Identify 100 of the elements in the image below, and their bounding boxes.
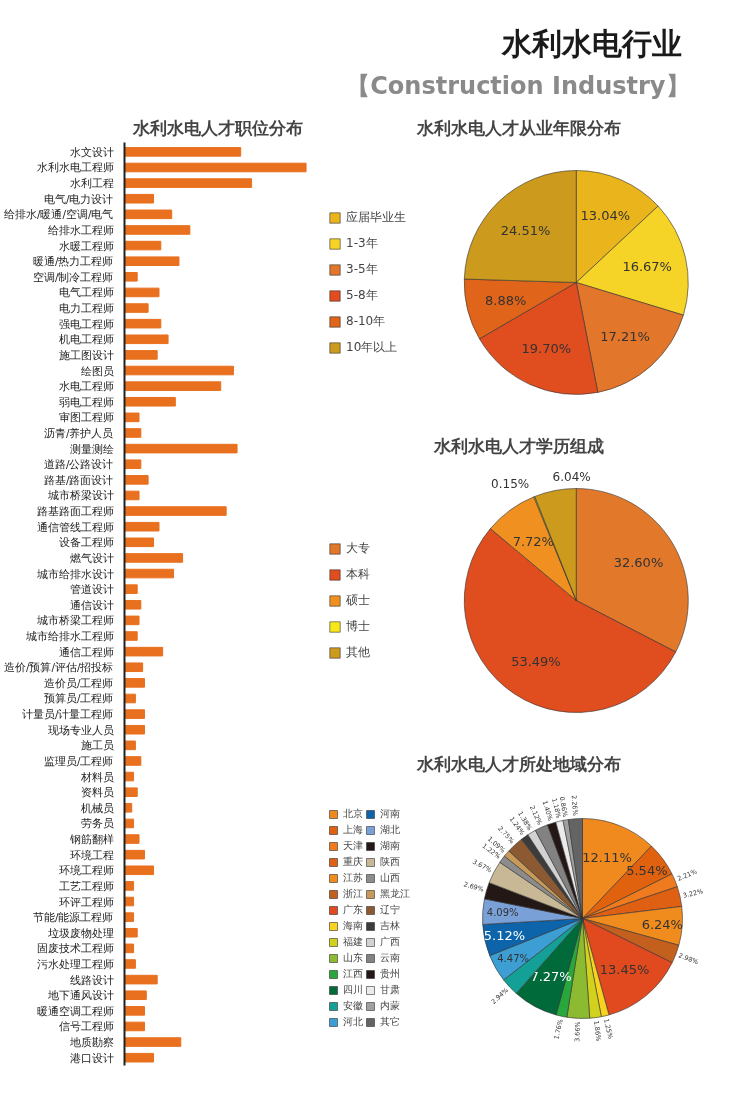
legend-label: 本科 xyxy=(346,565,370,583)
text: 【Construction Industry】 xyxy=(346,71,690,100)
y-tick-label: 环评工程师 xyxy=(58,895,114,908)
legend-label: 其他 xyxy=(346,643,370,661)
data-label: 4.09% xyxy=(486,907,519,919)
legend-label: 陕西 xyxy=(380,855,400,869)
y-tick-label: 固废技术工程师 xyxy=(36,942,114,955)
legend-label: 甘肃 xyxy=(380,983,400,997)
y-tick-label: 电气/电力设计 xyxy=(43,192,114,205)
data-label: 5.12% xyxy=(483,928,526,944)
legend-label: 江苏 xyxy=(343,871,363,885)
y-tick-label: 垃圾废物处理 xyxy=(46,926,114,939)
y-tick-label: 通信工程师 xyxy=(58,645,114,658)
legend-label: 硕士 xyxy=(346,591,370,609)
y-tick-label: 环境工程 xyxy=(69,848,114,861)
y-tick-label: 设备工程师 xyxy=(58,536,114,549)
y-tick-label: 路基/路面设计 xyxy=(43,473,114,486)
legend-label: 福建 xyxy=(343,935,363,949)
legend-label: 1-3年 xyxy=(346,234,378,252)
y-tick-label: 计量员/计量工程师 xyxy=(21,708,114,721)
data-label: 7.72% xyxy=(512,534,554,550)
legend-label: 大专 xyxy=(346,539,370,557)
legend-label: 云南 xyxy=(380,951,400,965)
y-tick-label: 造价员/工程师 xyxy=(43,676,114,689)
y-tick-label: 城市桥梁工程师 xyxy=(35,614,114,627)
y-tick-label: 暖通空调工程师 xyxy=(36,1004,114,1017)
data-label: 7.27% xyxy=(530,969,572,985)
y-tick-label: 造价/预算/评估/招投标 xyxy=(3,661,114,674)
data-label: 13.04% xyxy=(580,208,631,224)
y-tick-label: 水电工程师 xyxy=(58,380,114,393)
legend-label: 湖北 xyxy=(380,823,400,837)
text: 水利水电行业 xyxy=(501,26,683,61)
legend-label: 博士 xyxy=(346,617,370,635)
y-tick-label: 强电工程师 xyxy=(58,317,114,330)
legend-label: 安徽 xyxy=(343,999,363,1013)
y-tick-label: 水暖工程师 xyxy=(58,239,114,252)
legend-label: 四川 xyxy=(343,983,363,997)
y-tick-label: 节能/能源工程师 xyxy=(32,911,114,924)
y-tick-label: 施工员 xyxy=(80,739,114,752)
legend-label: 山东 xyxy=(343,951,363,965)
y-tick-label: 城市给排水工程师 xyxy=(24,630,114,643)
data-label: 17.21% xyxy=(600,329,650,345)
y-tick-label: 通信设计 xyxy=(69,598,114,611)
y-tick-label: 环境工程师 xyxy=(58,864,114,877)
legend-label: 山西 xyxy=(380,871,400,885)
legend-label: 上海 xyxy=(343,823,363,837)
y-tick-label: 燃气设计 xyxy=(69,551,114,564)
y-tick-label: 地下通风设计 xyxy=(46,989,114,1002)
y-tick-label: 钢筋翻样 xyxy=(68,833,114,846)
chart-title: 水利水电人才从业年限分布 xyxy=(415,117,621,138)
data-label: 4.47% xyxy=(497,952,530,964)
legend-label: 北京 xyxy=(343,807,363,821)
data-label: 5.54% xyxy=(626,863,668,879)
y-tick-label: 测量测绘 xyxy=(69,442,114,455)
y-tick-label: 材料员 xyxy=(79,770,114,783)
legend-label: 江西 xyxy=(343,967,363,981)
y-tick-label: 给排水/暖通/空调/电气 xyxy=(3,208,114,221)
y-tick-label: 暖通/热力工程师 xyxy=(32,255,114,268)
legend-label: 浙江 xyxy=(343,887,363,901)
legend-label: 10年以上 xyxy=(346,338,398,356)
data-label: 12.11% xyxy=(582,849,632,865)
y-tick-label: 污水处理工程师 xyxy=(36,957,114,970)
data-label: 0.15% xyxy=(491,477,530,492)
legend-label: 吉林 xyxy=(380,919,400,933)
chart-title: 水利水电人才所处地域分布 xyxy=(415,753,621,774)
y-tick-label: 港口设计 xyxy=(69,1051,114,1064)
y-tick-label: 弱电工程师 xyxy=(58,395,114,408)
y-tick-label: 通信管线工程师 xyxy=(36,520,114,533)
legend-label: 辽宁 xyxy=(380,903,400,917)
y-tick-label: 给排水工程师 xyxy=(47,223,114,236)
y-tick-label: 信号工程师 xyxy=(58,1020,114,1033)
legend-label: 3-5年 xyxy=(346,260,378,278)
chart-title: 水利水电人才学历组成 xyxy=(432,435,604,456)
chart-title: 水利水电人才职位分布 xyxy=(132,117,303,138)
legend-label: 贵州 xyxy=(380,967,400,981)
data-label: 13.45% xyxy=(599,961,650,977)
y-tick-label: 绘图员 xyxy=(80,364,114,377)
y-tick-label: 劳务员 xyxy=(80,817,114,830)
y-tick-label: 机电工程师 xyxy=(58,333,114,346)
data-label: 19.70% xyxy=(521,341,572,357)
y-tick-label: 城市桥梁设计 xyxy=(46,489,114,502)
legend-label: 内蒙 xyxy=(380,999,400,1013)
legend-label: 8-10年 xyxy=(346,312,386,330)
data-label: 6.24% xyxy=(641,916,683,932)
y-tick-label: 机械员 xyxy=(80,801,114,814)
y-tick-label: 沥青/养护人员 xyxy=(43,426,114,439)
y-tick-label: 城市给排水设计 xyxy=(35,567,114,580)
legend-label: 河南 xyxy=(380,807,400,821)
y-tick-label: 电气工程师 xyxy=(58,286,114,299)
y-tick-label: 空调/制冷工程师 xyxy=(32,270,114,283)
legend-label: 广西 xyxy=(380,935,400,949)
y-tick-label: 监理员/工程师 xyxy=(43,754,114,767)
y-tick-label: 施工图设计 xyxy=(58,348,114,361)
y-tick-label: 水文设计 xyxy=(69,145,114,158)
legend-label: 应届毕业生 xyxy=(346,208,406,226)
legend-label: 广东 xyxy=(343,903,363,917)
y-tick-label: 道路/公路设计 xyxy=(43,458,114,471)
y-tick-label: 现场专业人员 xyxy=(47,723,114,736)
legend-label: 5-8年 xyxy=(346,286,378,304)
legend-label: 湖南 xyxy=(380,839,400,853)
